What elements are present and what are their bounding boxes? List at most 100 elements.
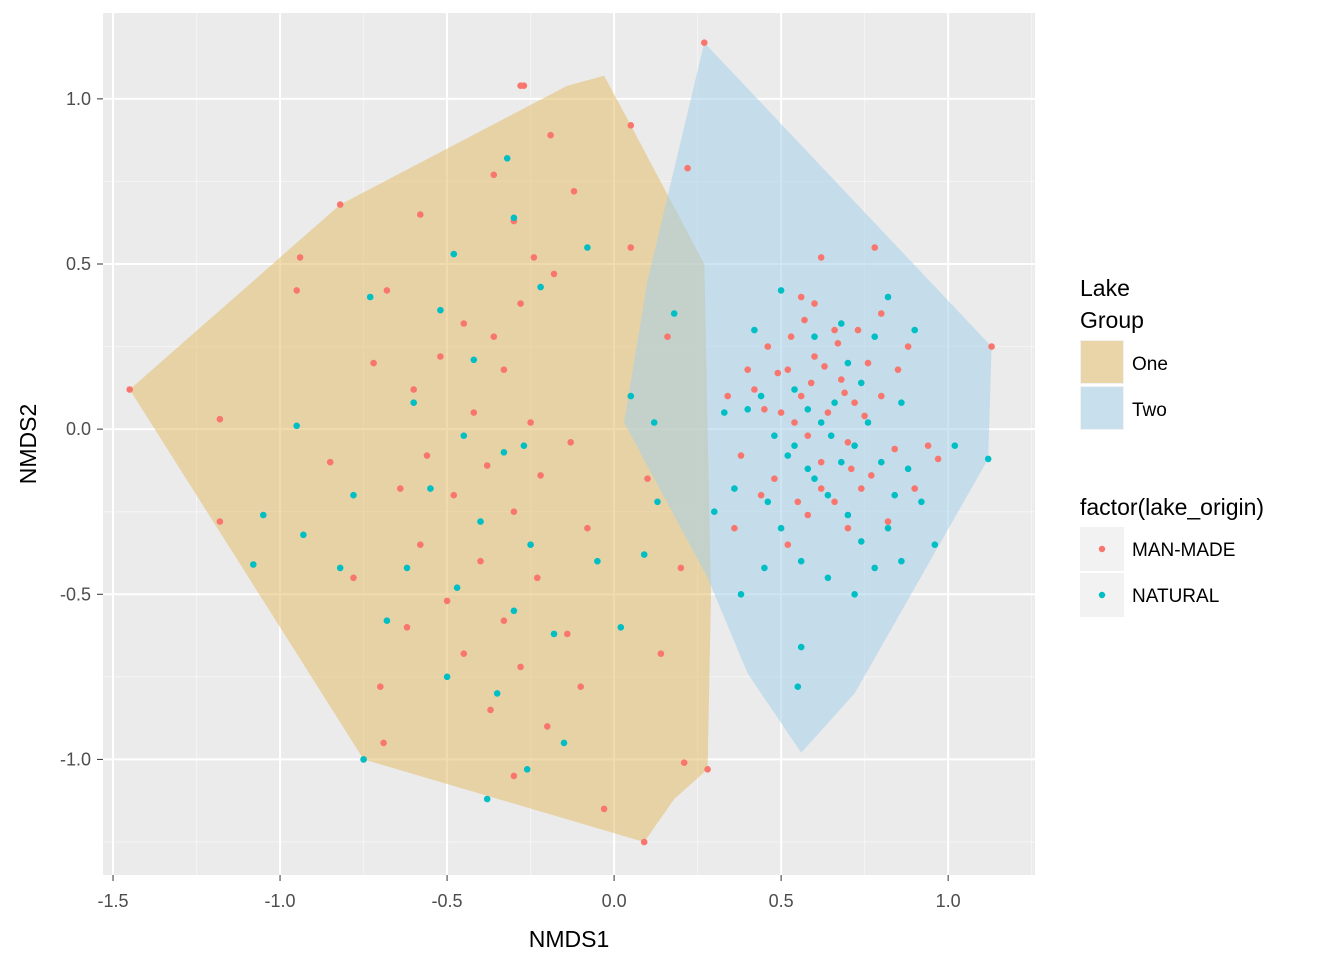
point-natural — [804, 406, 812, 413]
x-axis-title: NMDS1 — [529, 926, 610, 952]
point-natural — [460, 432, 468, 440]
point-man-made — [126, 386, 133, 393]
point-natural — [336, 564, 344, 572]
point-natural — [527, 541, 534, 548]
point-natural — [300, 531, 307, 539]
point-man-made — [701, 39, 708, 46]
point-man-made — [838, 376, 845, 383]
point-man-made — [657, 650, 665, 657]
point-natural — [797, 557, 805, 565]
x-tick-label: 0.0 — [602, 891, 627, 911]
point-man-made — [477, 557, 484, 565]
point-natural — [777, 287, 785, 294]
point-man-made — [370, 359, 377, 367]
point-man-made — [757, 491, 765, 499]
point-man-made — [868, 472, 875, 479]
point-natural — [824, 491, 832, 499]
point-natural — [751, 326, 758, 334]
point-man-made — [460, 650, 468, 657]
point-natural — [884, 293, 892, 301]
point-natural — [878, 458, 885, 466]
point-man-made — [600, 805, 608, 813]
y-tick-label: 1.0 — [66, 89, 91, 109]
point-natural — [791, 386, 798, 393]
point-man-made — [443, 597, 451, 605]
point-natural — [510, 214, 518, 222]
point-natural — [744, 406, 751, 413]
point-natural — [537, 283, 544, 291]
point-man-made — [871, 244, 878, 251]
point-natural — [871, 564, 878, 572]
point-man-made — [844, 524, 852, 532]
point-man-made — [761, 406, 768, 413]
point-man-made — [878, 392, 885, 400]
hull-legend-key-one — [1081, 341, 1123, 383]
point-man-made — [858, 485, 865, 492]
point-natural — [777, 524, 785, 532]
x-tick-label: 0.5 — [769, 891, 794, 911]
point-man-made — [831, 498, 838, 506]
x-tick-label: -1.0 — [265, 891, 296, 911]
point-man-made — [450, 491, 458, 499]
point-natural — [851, 591, 858, 598]
point-man-made — [490, 171, 498, 179]
point-man-made — [520, 82, 528, 89]
point-man-made — [817, 458, 825, 466]
hull-legend-label-one: One — [1132, 354, 1168, 375]
point-man-made — [296, 254, 304, 261]
point-man-made — [811, 300, 818, 307]
point-man-made — [397, 485, 404, 492]
point-man-made — [817, 254, 825, 261]
point-man-made — [350, 574, 357, 582]
point-man-made — [517, 300, 524, 307]
point-man-made — [824, 409, 832, 416]
point-man-made — [627, 122, 635, 129]
point-natural — [483, 795, 491, 803]
point-natural — [443, 673, 451, 681]
point-natural — [503, 155, 511, 162]
point-legend: factor(lake_origin) MAN-MADE NATURAL — [1080, 494, 1264, 617]
group-hulls — [129, 42, 992, 843]
point-man-made — [904, 343, 912, 350]
point-natural — [904, 465, 912, 473]
point-natural — [791, 442, 798, 450]
point-natural — [550, 630, 558, 638]
point-man-made — [851, 399, 858, 407]
point-natural — [811, 333, 818, 341]
point-natural — [858, 379, 865, 387]
point-natural — [838, 458, 845, 466]
point-man-made — [483, 462, 491, 469]
point-natural — [383, 617, 391, 624]
point-natural — [523, 766, 531, 773]
point-man-made — [804, 511, 812, 519]
point-man-made — [293, 287, 301, 294]
point-man-made — [807, 379, 815, 387]
point-man-made — [744, 366, 751, 374]
point-natural — [453, 584, 461, 591]
point-natural — [918, 498, 925, 506]
hull-legend: Lake Group One Two — [1080, 275, 1168, 430]
point-natural — [493, 690, 501, 697]
y-tick-label: 0.5 — [66, 254, 91, 274]
point-natural — [654, 498, 661, 506]
point-man-made — [664, 333, 671, 341]
point-natural — [827, 432, 835, 440]
point-natural — [520, 442, 528, 450]
point-natural — [951, 442, 959, 450]
point-man-made — [774, 369, 782, 377]
point-man-made — [771, 475, 778, 483]
point-man-made — [216, 518, 224, 525]
point-man-made — [834, 340, 842, 347]
point-man-made — [864, 359, 872, 367]
point-man-made — [517, 663, 524, 671]
point-natural — [844, 511, 852, 519]
point-man-made — [380, 739, 387, 747]
hull-two — [624, 42, 992, 753]
point-man-made — [751, 386, 758, 393]
point-man-made — [547, 131, 554, 139]
point-natural — [891, 491, 898, 499]
point-man-made — [784, 366, 792, 374]
point-man-made — [804, 432, 812, 440]
hull-legend-key-two — [1081, 387, 1123, 429]
point-man-made — [884, 518, 892, 525]
